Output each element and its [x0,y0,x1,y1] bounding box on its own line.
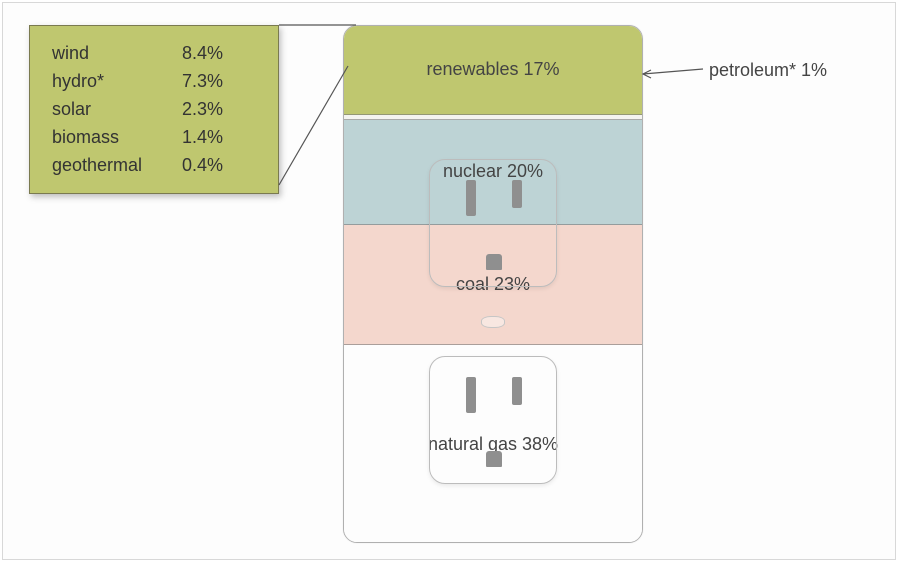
breakdown-value: 8.4% [182,40,252,68]
ground-pin-icon [486,451,502,467]
ground-pin-icon [486,254,502,270]
breakdown-label: hydro* [52,68,182,96]
slot-right-icon [512,377,522,405]
breakdown-label: solar [52,96,182,124]
petroleum-arrow [643,69,703,78]
breakdown-value: 2.3% [182,96,252,124]
outlet-plate-chart: renewables 17%nuclear 20%coal 23%natural… [343,25,643,543]
breakdown-value: 7.3% [182,68,252,96]
slot-right-icon [512,180,522,208]
breakdown-label: biomass [52,124,182,152]
breakdown-row: hydro*7.3% [52,68,260,96]
energy-sources-infographic: renewables 17%nuclear 20%coal 23%natural… [2,2,896,560]
breakdown-label: geothermal [52,152,182,180]
renewables-breakdown-box: wind8.4%hydro*7.3%solar2.3%biomass1.4%ge… [29,25,279,194]
breakdown-row: geothermal0.4% [52,152,260,180]
slot-left-icon [466,377,476,413]
segment-label-renewables: renewables 17% [426,59,559,80]
breakdown-label: wind [52,40,182,68]
breakdown-row: biomass1.4% [52,124,260,152]
breakdown-row: wind8.4% [52,40,260,68]
outlet-receptacle-1 [429,159,557,287]
breakdown-value: 1.4% [182,124,252,152]
petroleum-callout-label: petroleum* 1% [709,60,827,81]
breakdown-row: solar2.3% [52,96,260,124]
slot-left-icon [466,180,476,216]
leader-line-bottom [279,66,348,185]
breakdown-value: 0.4% [182,152,252,180]
outlet-receptacle-2 [429,356,557,484]
segment-renewables: renewables 17% [344,26,642,115]
center-screw-icon [481,316,505,328]
